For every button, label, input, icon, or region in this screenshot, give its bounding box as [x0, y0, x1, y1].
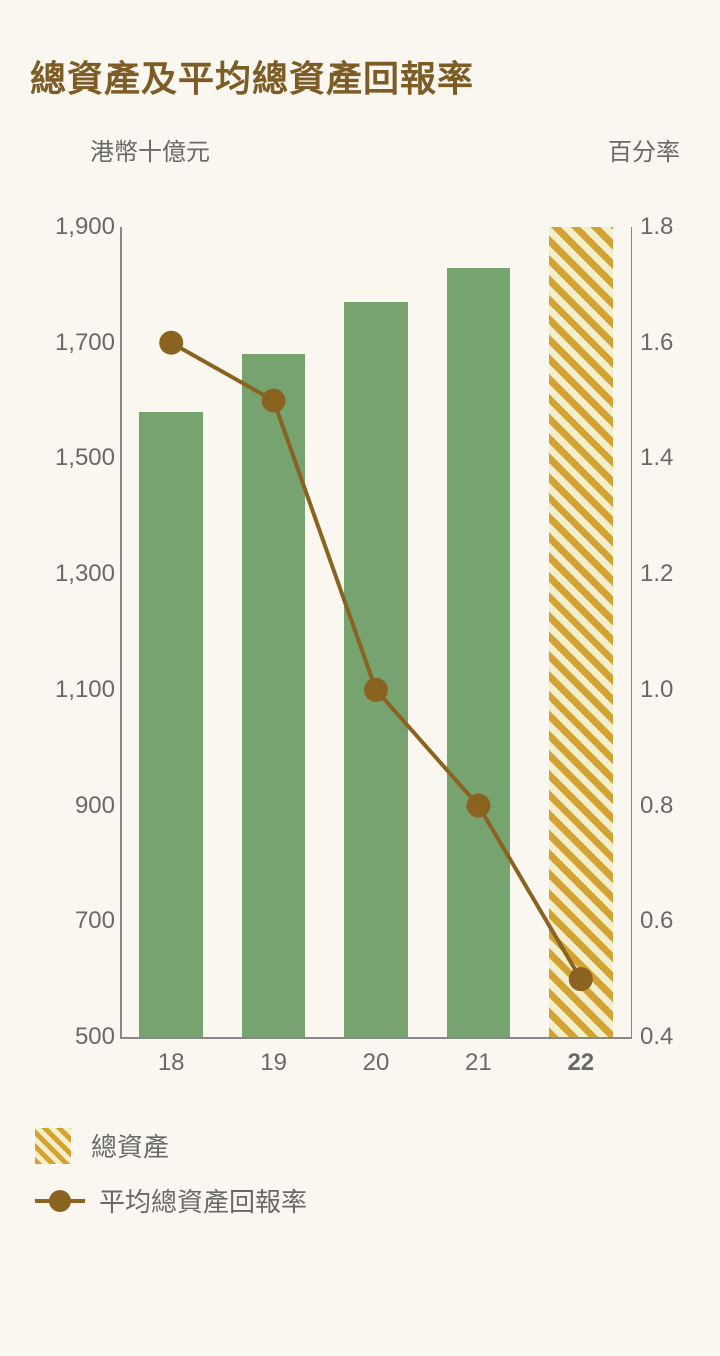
x-tick: 20 — [363, 1049, 390, 1077]
y-left-tick: 1,700 — [30, 329, 115, 357]
y-left-tick: 700 — [30, 907, 115, 935]
y-right-tick: 1.6 — [640, 329, 690, 357]
bar — [139, 412, 202, 1037]
y-right-tick: 1.0 — [640, 676, 690, 704]
chart-container: 1,900 1,700 1,500 1,300 1,100 900 700 500 1.8 1.6… — [30, 187, 690, 1087]
y-right-tick: 0.4 — [640, 1023, 690, 1051]
axis-line — [120, 1037, 632, 1039]
y-right-tick: 1.8 — [640, 213, 690, 241]
y-left-tick: 900 — [30, 792, 115, 820]
y-right-tick: 0.6 — [640, 907, 690, 935]
left-axis-label: 港幣十億元 — [90, 132, 210, 167]
legend-swatch-hatch — [35, 1128, 71, 1164]
legend-item: 總資產 — [35, 1127, 690, 1164]
y-right-tick: 0.8 — [640, 792, 690, 820]
y-left-tick: 1,500 — [30, 444, 115, 472]
x-tick: 22 — [567, 1049, 594, 1077]
legend-item: 平均總資產回報率 — [35, 1182, 690, 1219]
bar — [549, 227, 612, 1037]
x-tick: 18 — [158, 1049, 185, 1077]
y-right-tick: 1.4 — [640, 444, 690, 472]
chart-title: 總資產及平均總資產回報率 — [30, 50, 690, 102]
axis-line — [631, 227, 633, 1037]
x-tick: 19 — [260, 1049, 287, 1077]
legend: 總資產平均總資產回報率 — [30, 1127, 690, 1219]
legend-line-marker — [35, 1183, 85, 1219]
y-left-tick: 1,900 — [30, 213, 115, 241]
legend-label: 平均總資產回報率 — [99, 1182, 307, 1219]
axis-line — [120, 227, 122, 1037]
y-right-tick: 1.2 — [640, 560, 690, 588]
right-axis-label: 百分率 — [608, 132, 680, 167]
legend-label: 總資產 — [91, 1127, 169, 1164]
bar — [242, 354, 305, 1037]
y-left-tick: 1,300 — [30, 560, 115, 588]
y-left-tick: 1,100 — [30, 676, 115, 704]
bar — [447, 268, 510, 1038]
bar — [344, 302, 407, 1037]
x-tick: 21 — [465, 1049, 492, 1077]
axis-labels-row: 港幣十億元 百分率 — [30, 132, 690, 167]
y-left-tick: 500 — [30, 1023, 115, 1051]
